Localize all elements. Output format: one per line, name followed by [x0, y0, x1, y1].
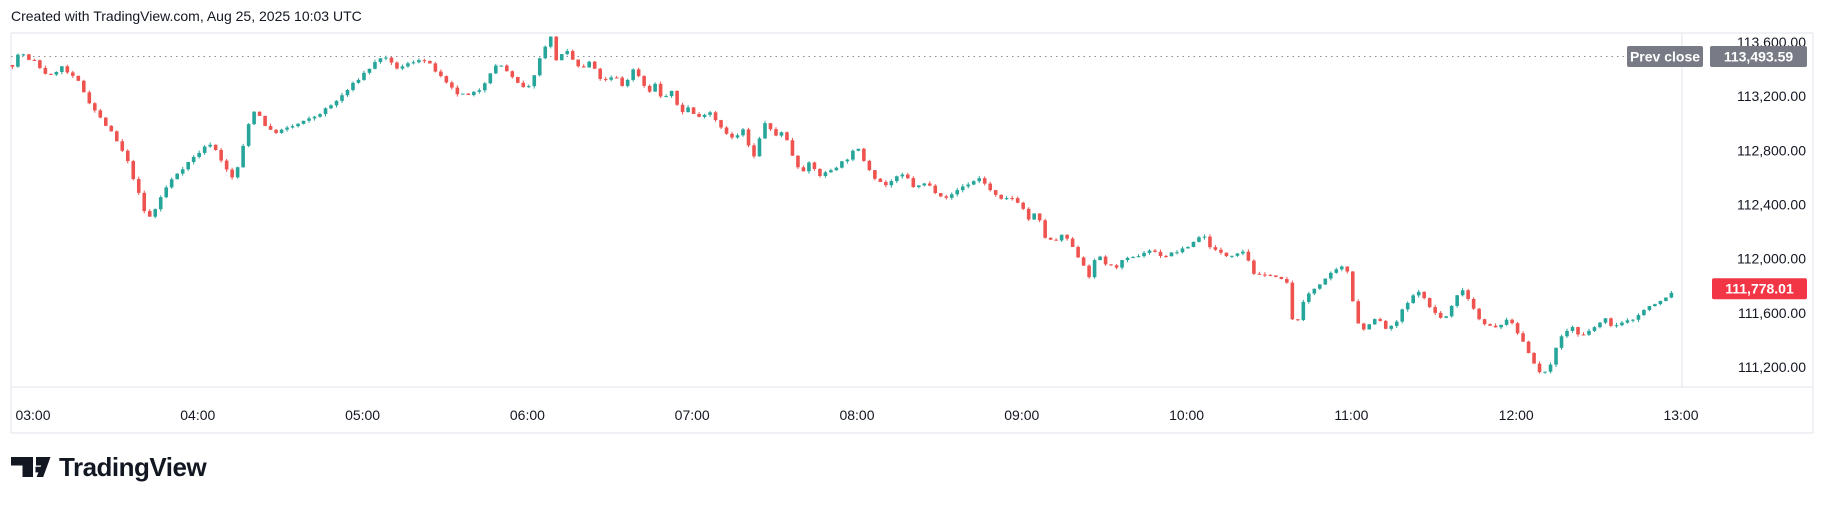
- tradingview-logomark-icon: [11, 457, 51, 477]
- prev-close-value: 113,493.59: [1724, 49, 1794, 65]
- price-tick-label: 111,200.00: [1738, 359, 1806, 375]
- chart-plot-area[interactable]: [11, 33, 1682, 387]
- prev-close-badge: Prev close 113,493.59: [1627, 46, 1807, 67]
- price-axis[interactable]: 113,600.00113,200.00112,800.00112,400.00…: [1737, 34, 1806, 375]
- price-tick-label: 112,400.00: [1737, 197, 1806, 213]
- candlestick-series: [10, 36, 1674, 374]
- last-price-pill: [1712, 278, 1807, 300]
- price-tick-label: 112,800.00: [1737, 142, 1806, 158]
- time-tick-label: 10:00: [1169, 407, 1204, 423]
- last-price-badge: 111,778.01: [1712, 278, 1807, 300]
- last-price-value: 111,778.01: [1725, 281, 1794, 297]
- time-tick-label: 05:00: [345, 407, 380, 423]
- tradingview-wordmark: TradingView: [59, 452, 207, 482]
- prev-close-label-pill: [1627, 46, 1703, 67]
- credit-text: Created with TradingView.com, Aug 25, 20…: [11, 8, 362, 24]
- price-tick-label: 113,200.00: [1737, 88, 1806, 104]
- time-tick-label: 08:00: [839, 407, 874, 423]
- tradingview-logo[interactable]: TradingView: [11, 452, 207, 483]
- time-axis[interactable]: 03:00 04:00 05:00 06:00 07:00 08:00 09:00 10:00…: [15, 407, 1698, 423]
- time-tick-label: 13:00: [1663, 407, 1698, 423]
- prev-close-value-pill: [1710, 46, 1807, 67]
- time-tick-label: 03:00: [15, 407, 50, 423]
- time-tick-label: 11:00: [1334, 407, 1368, 423]
- time-tick-label: 09:00: [1004, 407, 1039, 423]
- time-tick-label: 06:00: [510, 407, 545, 423]
- prev-close-label: Prev close: [1630, 49, 1700, 65]
- price-tick-label: 112,000.00: [1737, 251, 1806, 267]
- price-tick-label: 111,600.00: [1738, 305, 1806, 321]
- time-tick-label: 07:00: [675, 407, 710, 423]
- time-tick-label: 12:00: [1499, 407, 1534, 423]
- time-tick-label: 04:00: [180, 407, 215, 423]
